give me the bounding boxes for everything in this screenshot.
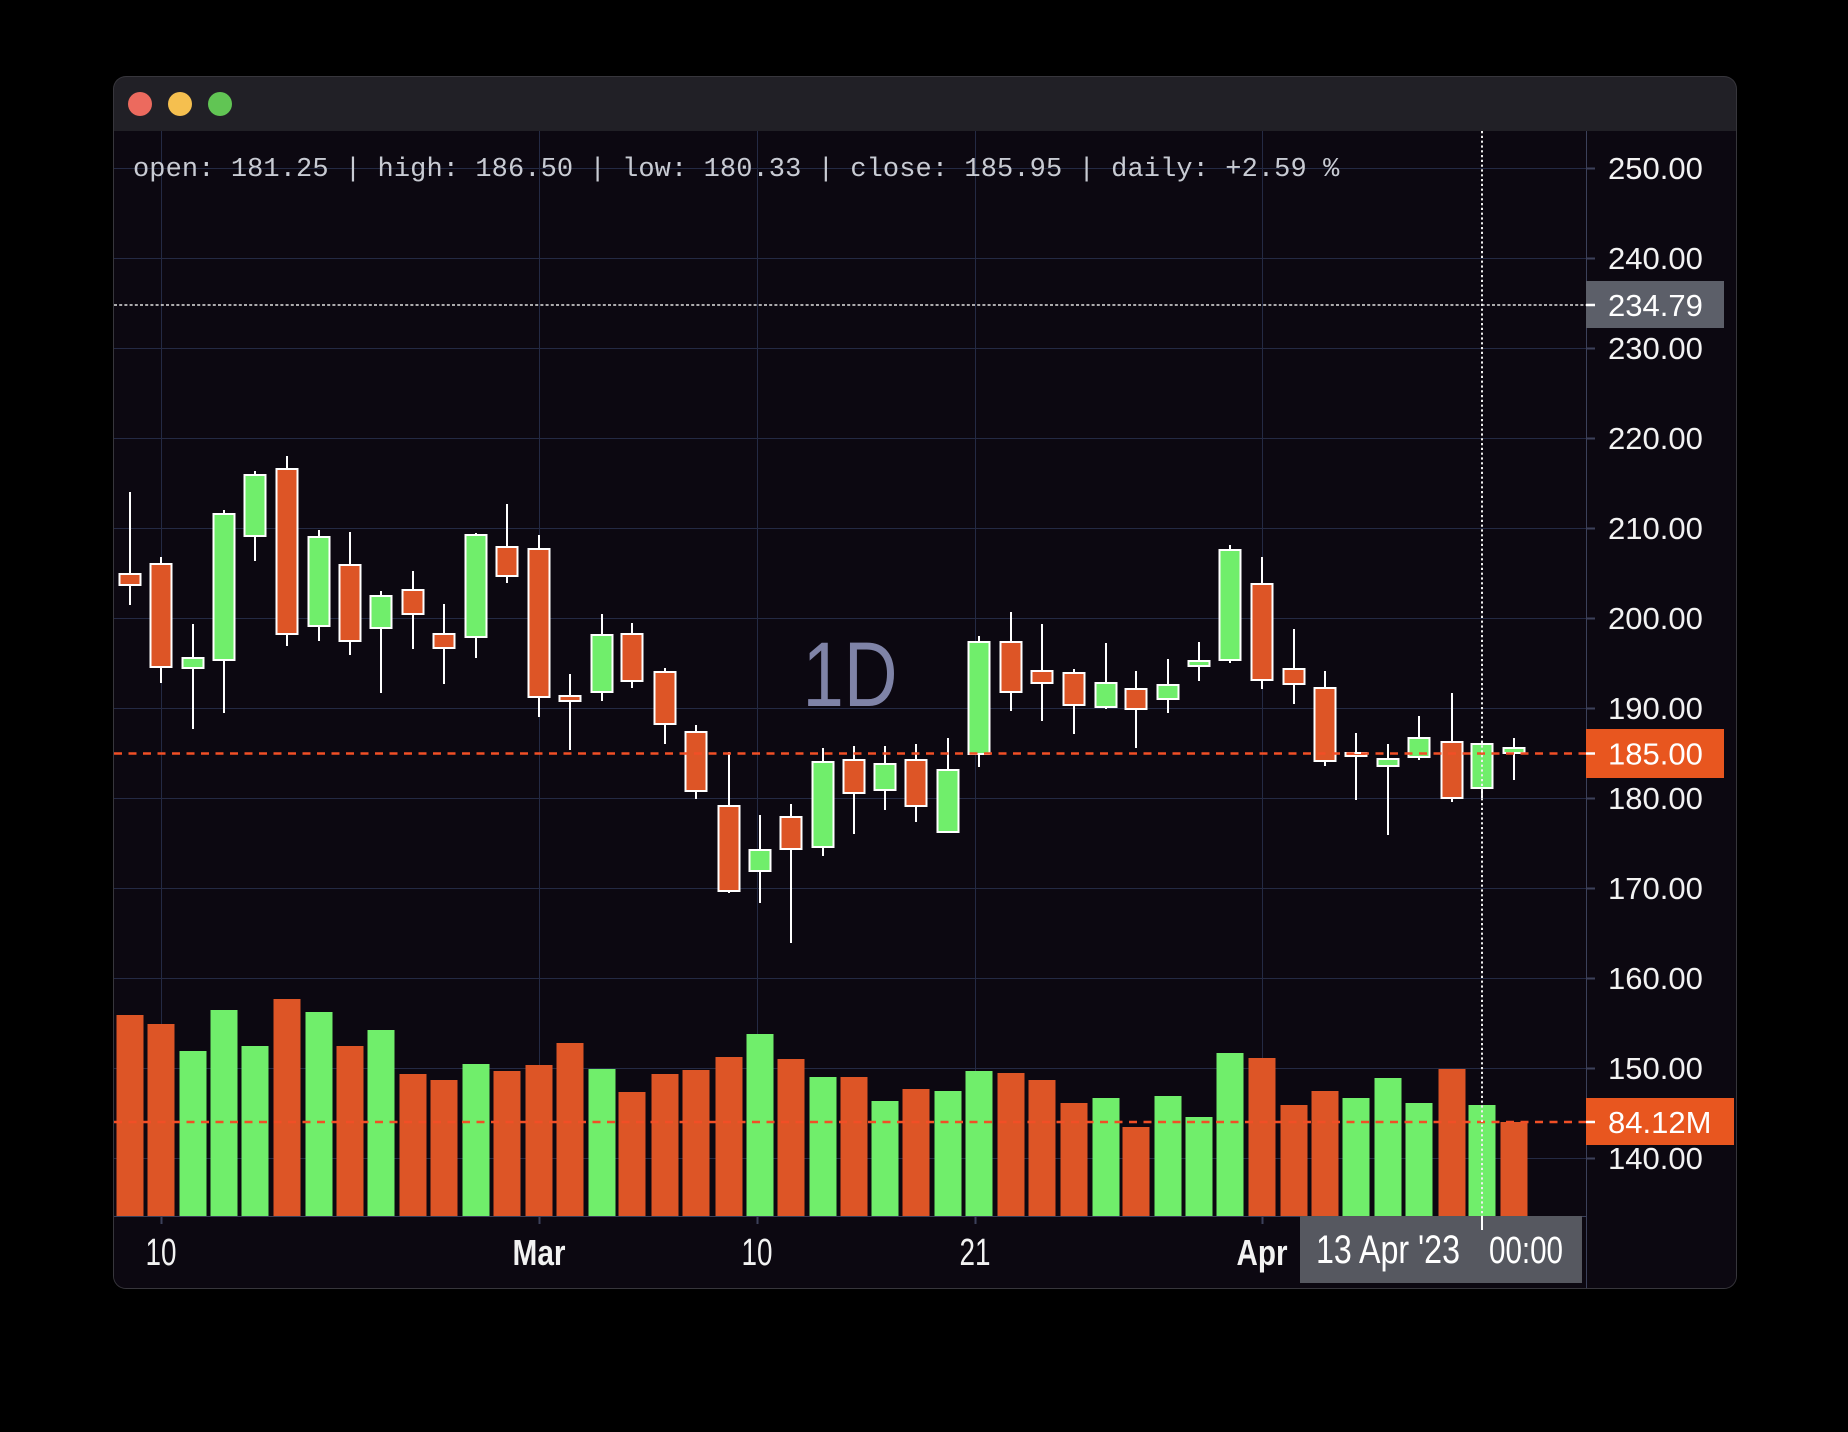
- svg-text:00:00: 00:00: [1489, 1230, 1563, 1272]
- svg-text:84.12M: 84.12M: [1608, 1105, 1711, 1140]
- svg-text:190.00: 190.00: [1608, 691, 1703, 726]
- svg-text:13 Apr '23: 13 Apr '23: [1316, 1228, 1460, 1272]
- svg-text:150.00: 150.00: [1608, 1051, 1703, 1086]
- svg-text:Apr: Apr: [1237, 1232, 1288, 1273]
- svg-text:10: 10: [742, 1232, 773, 1274]
- svg-text:240.00: 240.00: [1608, 241, 1703, 276]
- svg-text:21: 21: [960, 1232, 991, 1274]
- svg-text:160.00: 160.00: [1608, 961, 1703, 996]
- svg-text:210.00: 210.00: [1608, 511, 1703, 546]
- svg-text:180.00: 180.00: [1608, 781, 1703, 816]
- svg-text:234.79: 234.79: [1608, 288, 1703, 323]
- svg-text:185.00: 185.00: [1608, 737, 1703, 772]
- svg-text:140.00: 140.00: [1608, 1141, 1703, 1176]
- svg-text:200.00: 200.00: [1608, 601, 1703, 636]
- svg-text:250.00: 250.00: [1608, 151, 1703, 186]
- svg-text:230.00: 230.00: [1608, 331, 1703, 366]
- svg-text:1D: 1D: [803, 624, 898, 726]
- svg-text:170.00: 170.00: [1608, 871, 1703, 906]
- svg-text:220.00: 220.00: [1608, 421, 1703, 456]
- svg-text:open: 181.25 | high: 186.50 |: open: 181.25 | high: 186.50 | low: 180.3…: [133, 155, 1340, 185]
- svg-text:10: 10: [146, 1232, 177, 1274]
- svg-text:Mar: Mar: [513, 1232, 566, 1273]
